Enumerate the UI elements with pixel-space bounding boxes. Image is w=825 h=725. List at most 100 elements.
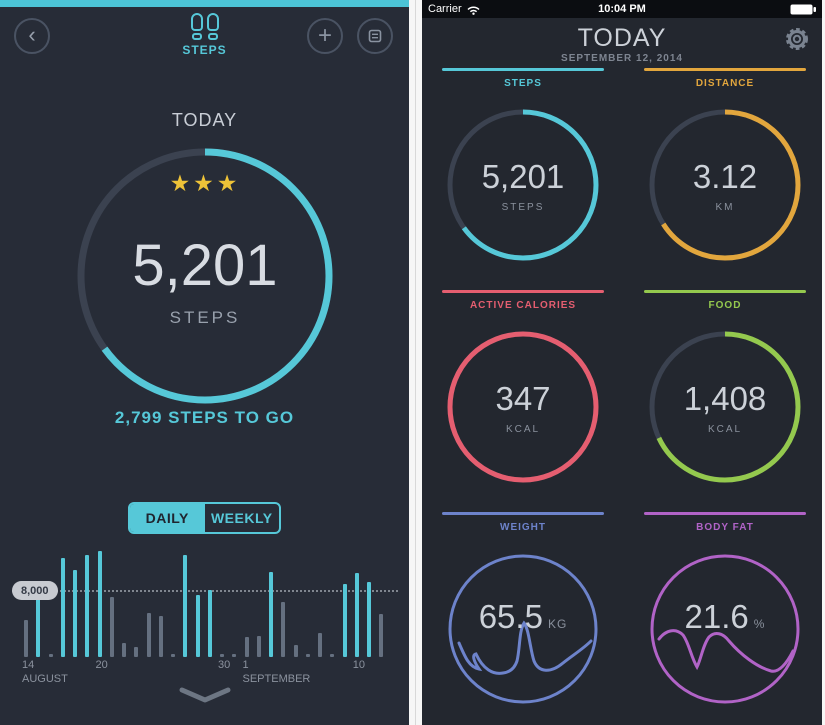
- page-date: SEPTEMBER 12, 2014: [561, 53, 683, 64]
- screen-divider: [409, 0, 422, 725]
- chart-bar: [158, 616, 163, 657]
- axis-label: 20: [95, 659, 108, 671]
- chart-bar: [354, 573, 359, 657]
- back-button[interactable]: ‹: [14, 18, 50, 54]
- add-button[interactable]: +: [307, 18, 343, 54]
- steps-count: 5,201: [132, 233, 278, 298]
- page-title: TODAY: [577, 24, 667, 52]
- metric-ring: 5,201 STEPS: [445, 107, 601, 263]
- chart-bar: [24, 620, 28, 657]
- metric-value: 65.5: [478, 598, 543, 635]
- metric-accent-line: [442, 512, 604, 515]
- metric-unit: %: [753, 617, 766, 631]
- chart-bar: [183, 555, 188, 657]
- chevron-down-icon: [179, 687, 231, 703]
- chart-bar: [85, 555, 90, 657]
- chart-bar: [60, 558, 65, 657]
- metric-accent-line: [644, 68, 806, 71]
- chart-bar: [256, 636, 261, 657]
- chart-bar: [146, 613, 151, 657]
- steps-detail-screen: ‹ STEPS + TODAY ★★★ 5,201 STEPS 2,799 ST…: [0, 0, 409, 725]
- chart-bar: [379, 614, 384, 657]
- chart-bar: [318, 633, 322, 657]
- chart-bar: [293, 645, 298, 657]
- wifi-icon: [467, 6, 480, 15]
- chart-bar: [48, 654, 53, 657]
- metric-card-distance[interactable]: DISTANCE 3.12 KM: [644, 68, 806, 263]
- status-bar: Carrier 10:04 PM: [422, 0, 822, 18]
- steps-header-label: STEPS: [182, 43, 227, 57]
- chart-bar: [122, 643, 126, 657]
- settings-button[interactable]: [784, 26, 810, 57]
- axis-label: 1: [242, 659, 249, 671]
- body-fat-trend-wave: [657, 629, 795, 673]
- metric-label: WEIGHT: [500, 522, 546, 533]
- chart-bar: [36, 590, 41, 657]
- metric-card-weight[interactable]: WEIGHT 65.5 KG: [442, 512, 604, 707]
- chart-bar: [134, 647, 139, 657]
- metric-ring: 1,408 KCAL: [647, 329, 803, 485]
- metric-ring: 3.12 KM: [647, 107, 803, 263]
- metric-unit: KM: [715, 201, 735, 213]
- metric-label: ACTIVE CALORIES: [469, 300, 577, 311]
- top-accent-bar: [0, 0, 409, 7]
- chart-bar: [342, 584, 347, 657]
- metric-value: 347: [495, 379, 551, 417]
- chart-bar: [232, 654, 237, 657]
- metric-label: FOOD: [708, 300, 742, 311]
- list-icon: [368, 29, 382, 43]
- goal-line: [12, 590, 398, 592]
- ring-progress: [77, 148, 333, 404]
- chart-bar: [281, 602, 286, 657]
- metric-ring: 21.6 %: [647, 551, 803, 707]
- steps-bar-chart: 8,000: [0, 540, 409, 657]
- metric-card-steps[interactable]: STEPS 5,201 STEPS: [442, 68, 604, 263]
- stars-rating: ★★★: [169, 170, 241, 196]
- steps-progress-ring: ★★★ 5,201 STEPS: [73, 144, 337, 408]
- today-dashboard-screen: Carrier 10:04 PM TODAY SEPTEMBER 12, 201…: [422, 0, 822, 725]
- footprints-icon: [0, 13, 409, 40]
- chart-x-axis: 14 AUGUST 20 30 1 SEPTEMBER 10: [0, 659, 409, 689]
- chart-bar: [220, 654, 224, 657]
- metric-accent-line: [442, 68, 604, 71]
- weight-trend-wave: [457, 620, 593, 675]
- metric-card-body-fat[interactable]: BODY FAT 21.6 %: [644, 512, 806, 707]
- toggle-daily[interactable]: DAILY: [130, 504, 205, 532]
- steps-header: STEPS: [0, 13, 409, 57]
- axis-label: 30: [218, 659, 231, 671]
- steps-count-unit: STEPS: [169, 308, 241, 327]
- metric-label: DISTANCE: [695, 78, 755, 89]
- clock: 10:04 PM: [598, 3, 646, 15]
- metric-accent-line: [644, 512, 806, 515]
- metric-unit: KG: [547, 617, 568, 631]
- period-toggle: DAILY WEEKLY: [128, 502, 281, 534]
- chart-bar: [73, 570, 77, 657]
- metric-value: 21.6: [684, 598, 749, 635]
- chart-bar: [244, 637, 249, 657]
- metric-value: 5,201: [481, 157, 565, 195]
- chart-bar: [109, 597, 114, 657]
- metric-value: 1,408: [683, 379, 767, 417]
- metric-label: BODY FAT: [696, 522, 754, 533]
- axis-label: 10: [352, 659, 365, 671]
- metric-value: 3.12: [692, 157, 758, 195]
- goal-value-pill: 8,000: [12, 581, 58, 600]
- metric-label: STEPS: [504, 78, 542, 89]
- axis-label: SEPTEMBER: [242, 673, 311, 685]
- right-edge: [822, 0, 825, 725]
- metric-accent-line: [644, 290, 806, 293]
- list-menu-button[interactable]: [357, 18, 393, 54]
- chart-bar: [195, 595, 200, 657]
- metric-card-food[interactable]: FOOD 1,408 KCAL: [644, 290, 806, 485]
- today-title: TODAY: [171, 110, 238, 130]
- toggle-weekly[interactable]: WEEKLY: [210, 510, 273, 526]
- metric-unit: KCAL: [505, 423, 541, 435]
- chart-bar: [305, 654, 310, 657]
- chart-bar: [269, 572, 273, 657]
- metric-unit: STEPS: [501, 201, 545, 213]
- chart-bar: [330, 654, 335, 657]
- metric-card-active-calories[interactable]: ACTIVE CALORIES 347 KCAL: [442, 290, 604, 485]
- axis-label: 14: [22, 659, 35, 671]
- chart-bar: [367, 582, 371, 657]
- expand-chevron-button[interactable]: [178, 686, 232, 709]
